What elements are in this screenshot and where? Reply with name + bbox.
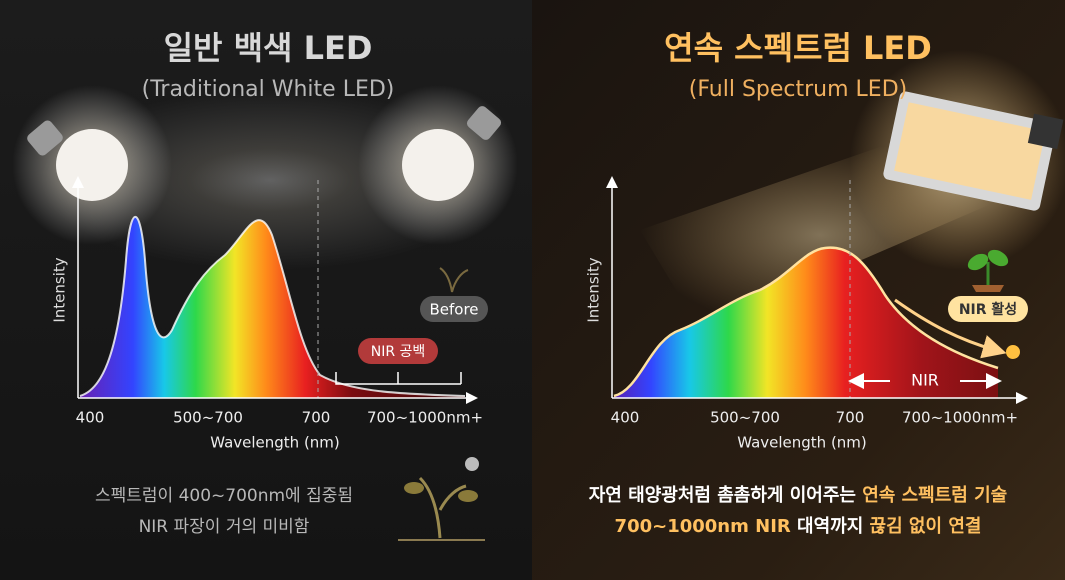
active-badge: [948, 296, 1028, 322]
x-tick-label: 700~1000nm+: [902, 409, 1018, 427]
x-tick-label: 700: [836, 409, 865, 427]
x-tick-label: 700: [302, 409, 331, 427]
caption-text: 대역까지: [791, 516, 870, 537]
caption-highlight: 끊김 없이 연결: [870, 516, 982, 537]
x-tick-label: 700~1000nm+: [367, 409, 483, 427]
left-caption: 스펙트럼이 400~700nm에 집중됨: [95, 486, 353, 506]
gap-badge: [358, 338, 438, 364]
right-caption: 자연 태양광처럼 촘촘하게 이어주는 연속 스펙트럼 기술: [589, 485, 1007, 506]
x-tick-label: 400: [611, 409, 640, 427]
spectrum-curve: [79, 215, 466, 397]
left-title: 일반 백색 LED: [164, 29, 373, 67]
bulb-base: [466, 106, 502, 140]
x-axis-title: Wavelength (nm): [210, 434, 340, 452]
right-title: 연속 스펙트럼 LED: [664, 29, 932, 67]
caption-highlight: 연속 스펙트럼 기술: [862, 485, 1007, 506]
wilted-plant: [439, 267, 469, 293]
caption-text: 자연 태양광처럼 촘촘하게 이어주는: [589, 485, 862, 506]
nir-arrow: [894, 298, 1007, 359]
x-axis-title: Wavelength (nm): [737, 434, 867, 452]
gap-bracket: [335, 372, 462, 385]
gap-badge-text: NIR 공백: [371, 344, 426, 360]
active-badge-text: NIR 활성: [959, 301, 1017, 318]
led-panel: [883, 91, 1064, 211]
nir-label: NIR: [911, 371, 939, 390]
spectrum-area: [80, 216, 465, 398]
wilted-plant-icon: [398, 457, 485, 541]
spectrum-curve: [613, 246, 999, 398]
right-subtitle: (Full Spectrum LED): [689, 77, 907, 102]
plant-icon: [967, 249, 1009, 292]
x-tick-label: 500~700: [173, 409, 243, 427]
before-badge-text: Before: [429, 301, 478, 319]
x-tick-label: 400: [76, 409, 105, 427]
spectrum-area: [614, 247, 998, 398]
bulb: [402, 129, 474, 201]
x-tick-label: 500~700: [710, 409, 780, 427]
bulb-base: [27, 120, 63, 156]
bulb: [56, 129, 128, 201]
before-badge: [420, 296, 488, 322]
y-axis-label: Intensity: [51, 257, 69, 322]
sun-icon: [1006, 345, 1020, 359]
caption-highlight: 700~1000nm NIR: [615, 516, 791, 537]
right-caption: 700~1000nm NIR 대역까지 끊김 없이 연결: [615, 516, 982, 537]
left-caption: NIR 파장이 거의 미비함: [139, 517, 310, 537]
left-subtitle: (Traditional White LED): [142, 77, 395, 102]
y-axis-label: Intensity: [585, 257, 603, 322]
